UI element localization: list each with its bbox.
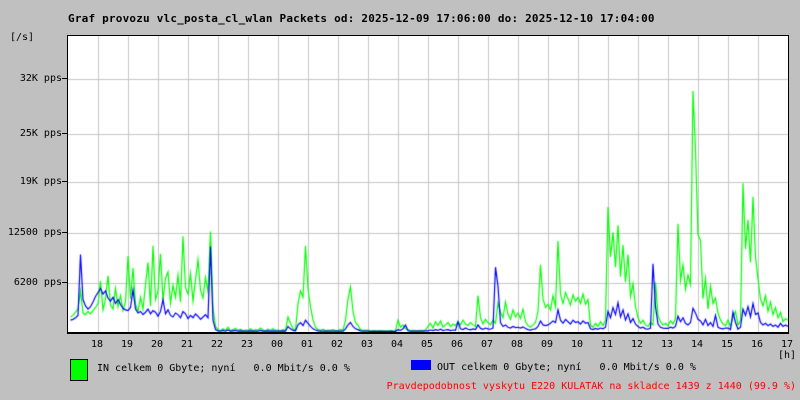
y-tick-label: 25K pps xyxy=(19,128,62,139)
y-tick-label: 6200 pps xyxy=(13,277,62,288)
x-tick-label: 10 xyxy=(570,339,584,350)
x-tick-label: 14 xyxy=(690,339,704,350)
chart-canvas xyxy=(68,36,788,332)
plot-area xyxy=(67,35,789,334)
y-tick-label: 12500 pps xyxy=(7,227,62,238)
x-tick-label: 08 xyxy=(510,339,524,350)
y-tick-label: 32K pps xyxy=(19,73,62,84)
y-tick-mark xyxy=(62,282,67,283)
x-tick-label: 03 xyxy=(360,339,374,350)
x-tick-label: 01 xyxy=(300,339,314,350)
x-tick-label: 17 xyxy=(780,339,794,350)
legend-out-swatch xyxy=(411,360,431,370)
chart-title: Graf provozu vlc_posta_cl_wlan Packets o… xyxy=(68,12,655,25)
legend-out-label: OUT celkem 0 Gbyte; nyní 0.0 Mbit/s 0.0 … xyxy=(437,362,696,373)
x-tick-label: 16 xyxy=(750,339,764,350)
x-tick-label: 06 xyxy=(450,339,464,350)
x-tick-label: 23 xyxy=(240,339,254,350)
x-tick-label: 09 xyxy=(540,339,554,350)
x-tick-label: 15 xyxy=(720,339,734,350)
x-tick-label: 11 xyxy=(600,339,614,350)
x-tick-label: 18 xyxy=(90,339,104,350)
y-tick-mark xyxy=(62,232,67,233)
legend-in-swatch xyxy=(70,359,88,381)
x-tick-label: 12 xyxy=(630,339,644,350)
x-unit-label: [h] xyxy=(777,350,796,361)
x-tick-label: 19 xyxy=(120,339,134,350)
legend-in-label: IN celkem 0 Gbyte; nyní 0.0 Mbit/s 0.0 % xyxy=(97,363,350,374)
x-tick-label: 07 xyxy=(480,339,494,350)
availability-note: Pravdepodobnost vyskytu E220 KULATAK na … xyxy=(386,381,796,392)
x-tick-label: 05 xyxy=(420,339,434,350)
y-tick-mark xyxy=(62,133,67,134)
y-tick-mark xyxy=(62,181,67,182)
y-tick-label: 19K pps xyxy=(19,176,62,187)
x-tick-label: 22 xyxy=(210,339,224,350)
x-tick-label: 20 xyxy=(150,339,164,350)
x-tick-label: 00 xyxy=(270,339,284,350)
x-tick-label: 21 xyxy=(180,339,194,350)
x-tick-label: 13 xyxy=(660,339,674,350)
x-tick-label: 04 xyxy=(390,339,404,350)
y-tick-mark xyxy=(62,78,67,79)
y-unit-label: [/s] xyxy=(10,32,35,43)
x-tick-label: 02 xyxy=(330,339,344,350)
